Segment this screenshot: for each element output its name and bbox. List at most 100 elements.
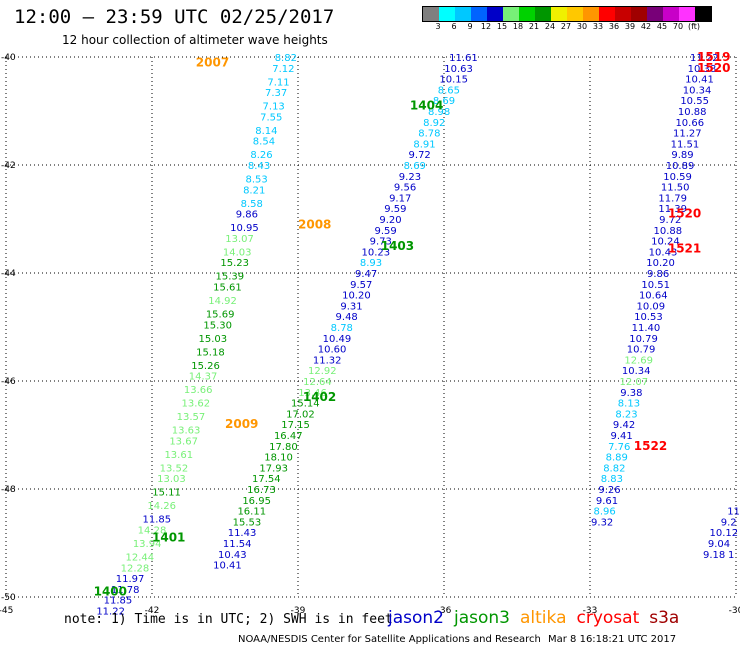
swh-data-label: 9.86 — [236, 210, 258, 221]
color-scale-label: 42 — [640, 22, 652, 31]
swh-data-label: 12.07 — [619, 377, 648, 388]
swh-data-label: 10.34 — [622, 366, 651, 377]
swh-data-label: 11.27 — [673, 129, 702, 140]
swh-data-label: 9.41 — [611, 431, 633, 442]
y-tick-label: -46 — [1, 377, 16, 387]
pass-time-label: 1520 — [697, 61, 730, 75]
color-swatch — [615, 7, 631, 21]
swh-data-label: 15.14 — [291, 399, 320, 410]
swh-data-label: 11.39 — [658, 204, 687, 215]
swh-data-label: 13.94 — [133, 539, 162, 550]
x-tick-label: -42 — [145, 606, 160, 616]
swh-data-label: 9.56 — [394, 183, 416, 194]
swh-data-label: 8.69 — [433, 96, 455, 107]
swh-data-label: 8.96 — [593, 507, 615, 518]
pass-time-label: 2009 — [225, 417, 258, 431]
pass-time-label: 2008 — [298, 217, 331, 231]
swh-data-label: 10.79 — [627, 345, 656, 356]
satellite-legend-entry: altika — [520, 608, 567, 628]
y-tick-label: -50 — [1, 593, 16, 603]
swh-data-label: 17.02 — [286, 409, 315, 420]
swh-data-label: 10.38 — [688, 64, 717, 75]
swh-data-label: 9.86 — [647, 269, 669, 280]
swh-data-label: 9.59 — [374, 226, 396, 237]
swh-data-label: 12.44 — [126, 553, 155, 564]
satellite-legend: jason2 jason3 altika cryosat s3a — [388, 608, 679, 628]
satellite-legend-entry: jason2 — [388, 608, 444, 628]
swh-data-label: 9.18 — [703, 550, 725, 561]
y-tick-label: -48 — [1, 485, 16, 495]
swh-data-label: 13.66 — [184, 385, 213, 396]
swh-data-label: 8.65 — [438, 85, 460, 96]
swh-data-label: 8.69 — [404, 161, 426, 172]
swh-data-label: 13.57 — [177, 412, 206, 423]
swh-data-label: 10.09 — [637, 301, 666, 312]
color-swatch — [535, 7, 551, 21]
swh-data-label: 7.37 — [265, 88, 287, 99]
swh-data-label: 11.40 — [632, 323, 661, 334]
swh-data-label: 8.58 — [241, 199, 263, 210]
swh-data-label: 12.28 — [121, 563, 150, 574]
swh-data-label: 16.11 — [237, 507, 266, 518]
swh-data-label: 12.92 — [308, 366, 337, 377]
color-scale-label: 12 — [480, 22, 492, 31]
swh-data-label: 11.22 — [690, 53, 719, 64]
chart-subtitle: 12 hour collection of altimeter wave hei… — [62, 33, 328, 47]
swh-data-label: 15.26 — [191, 361, 220, 372]
color-scale-label: 33 — [592, 22, 604, 31]
swh-data-label: 9.2 — [721, 517, 737, 528]
swh-data-label: 10.20 — [342, 291, 371, 302]
swh-data-label: 15.69 — [206, 310, 235, 321]
generated-timestamp: Mar 8 16:18:21 UTC 2017 — [548, 634, 677, 645]
color-swatch — [695, 7, 711, 21]
swh-data-label: 10.43 — [218, 550, 247, 561]
swh-data-label: 8.93 — [360, 258, 382, 269]
swh-data-label: 9.57 — [350, 280, 372, 291]
swh-data-label: 9.72 — [409, 150, 431, 161]
x-tick-label: -45 — [0, 606, 13, 616]
swh-data-label: 13.52 — [160, 463, 189, 474]
swh-data-label: 8.82 — [275, 53, 297, 64]
color-scale-label: (ft) — [687, 22, 701, 31]
swh-data-label: 13.07 — [225, 234, 254, 245]
swh-data-label: 15.11 — [152, 488, 181, 499]
color-scale-label: 15 — [496, 22, 508, 31]
swh-data-label: 16.95 — [242, 496, 271, 507]
swh-data-label: 13.61 — [164, 450, 193, 461]
swh-data-label: 8.98 — [428, 107, 450, 118]
swh-data-label: 14.92 — [208, 296, 237, 307]
swh-data-label: 10.41 — [685, 75, 714, 86]
swh-data-label: 17.15 — [281, 420, 310, 431]
color-scale-bar — [422, 6, 712, 22]
pass-time-label: 1403 — [381, 239, 414, 253]
color-swatch — [567, 7, 583, 21]
color-swatch — [439, 7, 455, 21]
swh-data-label: 10.79 — [629, 334, 658, 345]
credit-text: NOAA/NESDIS Center for Satellite Applica… — [238, 634, 541, 645]
swh-data-label: 8.54 — [253, 137, 275, 148]
color-scale-label: 27 — [560, 22, 572, 31]
color-swatch — [455, 7, 471, 21]
color-scale-label: 21 — [528, 22, 540, 31]
swh-data-label: 13.63 — [172, 426, 201, 437]
color-scale-label: 39 — [624, 22, 636, 31]
pass-time-label: 2007 — [196, 55, 229, 69]
swh-data-label: 9.89 — [671, 150, 693, 161]
swh-data-label: 15.18 — [196, 347, 225, 358]
swh-data-label: 8.78 — [418, 129, 440, 140]
swh-data-label: 10.43 — [649, 247, 678, 258]
swh-data-label: 9.17 — [389, 193, 411, 204]
color-swatch — [663, 7, 679, 21]
swh-data-label: 11.32 — [313, 355, 342, 366]
swh-data-label: 7.76 — [608, 442, 630, 453]
color-swatch — [631, 7, 647, 21]
swh-data-label: 10.53 — [634, 312, 663, 323]
color-scale-label: 24 — [544, 22, 556, 31]
swh-data-label: 15.03 — [199, 334, 228, 345]
swh-data-label: 7.13 — [263, 102, 285, 113]
swh-data-label: 18.10 — [264, 453, 293, 464]
color-scale-label: 3 — [435, 22, 441, 31]
swh-data-label: 11.43 — [228, 528, 257, 539]
pass-time-label: 1401 — [152, 531, 185, 545]
